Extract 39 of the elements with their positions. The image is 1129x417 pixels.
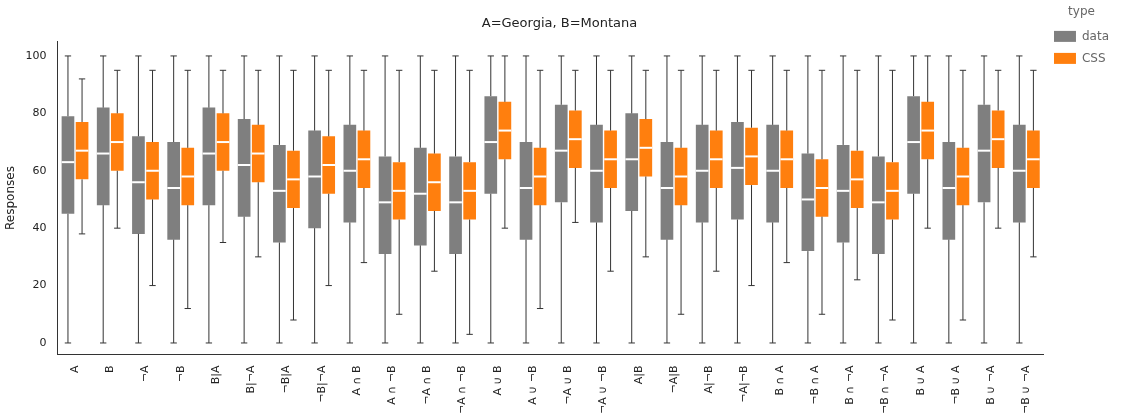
x-tick-label: A ∩ B [349,365,363,396]
x-tick-label: ¬B ∩ A [807,364,821,405]
x-tick-label: B ∪ A [913,364,927,396]
x-tick-label: ¬B ∩ ¬A [878,364,892,415]
y-tick-label: 60 [32,163,47,177]
x-tick-label: ¬A ∪ B [561,365,575,405]
legend-label: data [1081,28,1109,43]
x-tick-label: B [103,365,117,373]
y-tick-label: 100 [25,48,47,62]
x-tick-label: B ∩ A [772,364,786,396]
x-tick-label: A|¬B [702,365,716,394]
x-tick-label: A ∪ ¬B [525,365,539,405]
x-tick-label: ¬A [138,364,152,383]
x-tick-label: B|¬A [244,364,258,394]
x-tick-label: A ∪ B [490,365,504,396]
legend-label: CSS [1081,50,1106,65]
x-tick-label: ¬A|¬B [737,365,751,403]
x-tick-label: A ∩ ¬B [384,365,398,405]
y-tick-label: 20 [32,278,47,292]
y-tick-label: 80 [32,106,47,120]
y-axis-title: Responses [3,166,18,230]
x-tick-label: B ∩ ¬A [843,364,857,405]
x-tick-label: A [67,364,81,373]
x-tick-label: ¬B|A [279,364,293,394]
y-tick-label: 40 [32,221,47,235]
x-tick-label: B|A [208,364,222,385]
x-tick-label: B ∪ ¬A [983,364,997,405]
x-tick-label: ¬A ∩ B [420,365,434,405]
x-tick-label: ¬A ∩ ¬B [455,365,469,415]
y-tick-label: 0 [39,335,47,349]
x-tick-label: A|B [631,365,645,385]
x-tick-label: ¬B [173,365,187,383]
x-tick-label: ¬B ∪ A [948,364,962,405]
x-tick-label: ¬B|¬A [314,364,328,403]
x-tick-label: ¬A|B [666,365,680,394]
chart-title: A=Georgia, B=Montana [481,15,638,31]
x-tick-label: ¬B ∪ ¬A [1019,364,1033,415]
x-tick-label: ¬A ∪ ¬B [596,365,610,415]
legend-title: type [1068,4,1095,19]
